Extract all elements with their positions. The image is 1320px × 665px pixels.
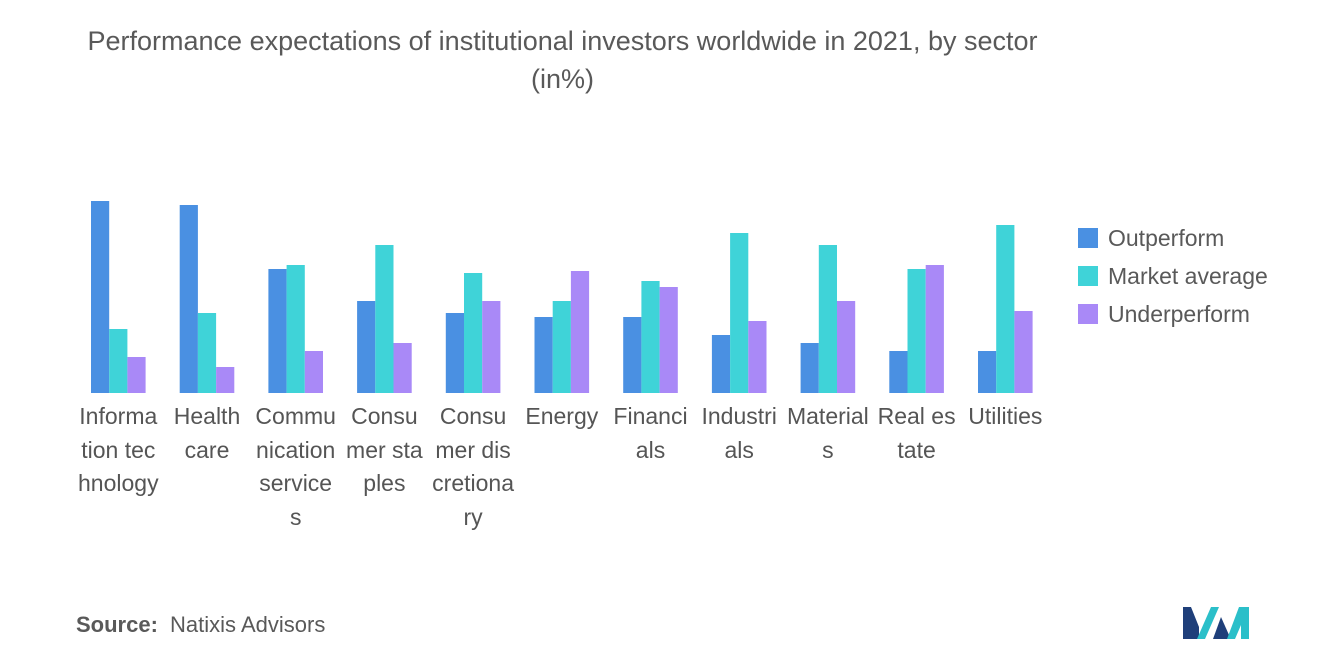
- legend-label: Outperform: [1108, 224, 1225, 251]
- bar-market-average-4: [464, 273, 483, 393]
- bar-market-average-3: [375, 245, 394, 393]
- bar-market-average-2: [286, 265, 305, 393]
- category-label: Consumer staples: [346, 403, 423, 496]
- category-label: Utilities: [968, 403, 1043, 429]
- bar-outperform-1: [179, 205, 198, 393]
- legend-swatch: [1078, 228, 1098, 248]
- bar-outperform-9: [889, 351, 908, 393]
- bar-outperform-7: [711, 335, 731, 393]
- bar-outperform-3: [357, 301, 376, 393]
- bar-market-average-7: [730, 233, 749, 393]
- bar-outperform-6: [623, 317, 642, 393]
- legend-label: Underperform: [1108, 300, 1250, 327]
- source-note: Source: Natixis Advisors: [76, 612, 325, 638]
- chart-title: Performance expectations of institutiona…: [87, 26, 1038, 94]
- source-value: Natixis Advisors: [170, 612, 326, 637]
- bar-market-average-8: [818, 245, 837, 393]
- bar-underperform-5: [570, 271, 590, 393]
- bar-underperform-8: [837, 301, 856, 393]
- legend-swatch: [1078, 304, 1098, 324]
- bar-market-average-5: [552, 301, 571, 393]
- bar-underperform-0: [127, 357, 146, 393]
- category-label: Financials: [613, 403, 688, 463]
- bar-outperform-8: [800, 343, 819, 393]
- bar-outperform-5: [534, 317, 553, 393]
- bars-group: [91, 201, 1033, 393]
- mordor-intelligence-logo-icon: [1183, 607, 1249, 639]
- bar-underperform-4: [482, 301, 501, 393]
- bar-underperform-6: [659, 287, 678, 393]
- bar-outperform-2: [268, 269, 287, 393]
- bar-market-average-10: [996, 225, 1015, 393]
- bar-outperform-4: [445, 313, 464, 393]
- bar-underperform-9: [925, 265, 944, 393]
- category-label: Materials: [786, 403, 869, 463]
- legend-swatch: [1078, 266, 1098, 286]
- legend-label: Market average: [1108, 262, 1268, 289]
- legend-item: Underperform: [1078, 295, 1268, 333]
- bar-underperform-10: [1014, 311, 1033, 393]
- category-label: Information technology: [78, 403, 159, 496]
- legend-item: Outperform: [1078, 219, 1268, 257]
- category-label: Energy: [525, 403, 599, 429]
- bar-underperform-3: [393, 343, 412, 393]
- source-key: Source:: [76, 612, 158, 637]
- bar-market-average-9: [907, 269, 926, 393]
- bar-underperform-2: [304, 351, 323, 393]
- bar-outperform-10: [978, 351, 997, 393]
- bar-market-average-1: [197, 313, 217, 393]
- bar-underperform-7: [748, 321, 767, 393]
- legend: Outperform Market average Underperform: [1078, 219, 1268, 333]
- category-label: Real estate: [877, 403, 956, 463]
- category-label: Communication services: [255, 403, 336, 530]
- legend-item: Market average: [1078, 257, 1268, 295]
- bar-market-average-6: [641, 281, 660, 393]
- category-label: Industrials: [701, 403, 777, 463]
- bar-outperform-0: [91, 201, 110, 393]
- category-label: Health care: [173, 403, 241, 463]
- bar-market-average-0: [109, 329, 128, 393]
- category-label: Consumer discretionary: [432, 403, 514, 530]
- bar-underperform-1: [216, 367, 235, 393]
